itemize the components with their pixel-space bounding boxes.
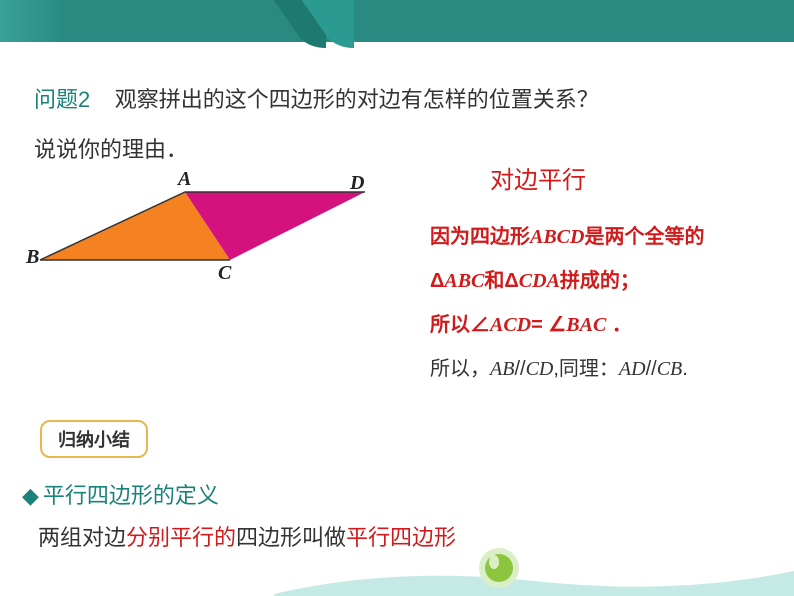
header-tab-decoration (270, 0, 390, 48)
footer-decoration (274, 516, 794, 596)
proof-line-4: 所以，AB//CD,同理：AD//CB. (430, 347, 780, 391)
summary-box: 归纳小结 (40, 420, 148, 458)
diagram-svg (20, 180, 440, 310)
point-label-c: C (218, 262, 231, 285)
footer-circle-highlight (489, 555, 499, 569)
proof-line-3: 所以∠ACD= ∠BAC ． (430, 303, 780, 347)
parallelogram-diagram: A B C D (20, 180, 440, 310)
question-label: 问题2 (34, 87, 90, 112)
diamond-bullet-icon: ◆ (22, 483, 39, 509)
point-label-a: A (178, 168, 191, 191)
footer-wave (274, 571, 794, 596)
slide-top-bar (0, 0, 794, 42)
proof-line-2: ΔABC和ΔCDA拼成的； (430, 259, 780, 303)
point-label-b: B (26, 246, 39, 269)
short-answer: 对边平行 (490, 160, 586, 195)
point-label-d: D (350, 172, 364, 195)
question-line: 问题2 观察拼出的这个四边形的对边有怎样的位置关系？ (34, 82, 794, 114)
question-text: 观察拼出的这个四边形的对边有怎样的位置关系？ (115, 87, 599, 112)
definition-title: ◆平行四边形的定义 (22, 478, 219, 510)
proof-line-1: 因为四边形ABCD是两个全等的 (430, 215, 780, 259)
proof-block: 因为四边形ABCD是两个全等的 ΔABC和ΔCDA拼成的； 所以∠ACD= ∠B… (430, 215, 780, 391)
footer-circle (485, 554, 513, 582)
reason-prompt: 说说你的理由． (34, 132, 794, 164)
